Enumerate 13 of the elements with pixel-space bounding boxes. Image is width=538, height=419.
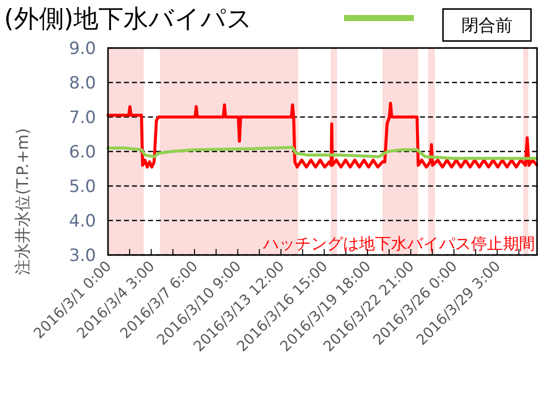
y-tick-label: 6.0 [68,142,96,162]
annotation: ハッチングは地下水バイパス停止期間 [262,234,535,253]
y-tick-label: 3.0 [68,246,96,266]
y-tick-label: 8.0 [68,73,96,94]
y-tick-label: 9.0 [68,38,96,59]
text: 閉合前 [462,16,512,36]
text: (外側)地下水バイパス [4,4,253,33]
line-series [106,102,538,169]
y-tick-label: 7.0 [68,108,96,128]
y-tick-label: 5.0 [68,176,96,197]
line-series [106,146,538,160]
y-axis-title: 注水井水位(T.P.+m) [13,128,32,275]
y-tick-label: 4.0 [68,211,96,232]
